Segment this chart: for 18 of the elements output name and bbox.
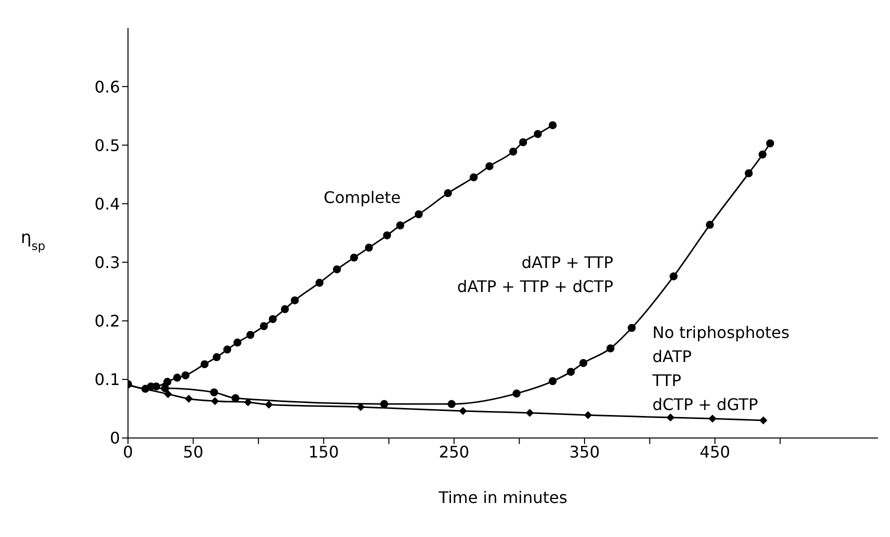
y-tick-label: 0.1 [94, 370, 120, 390]
y-axis-title: η$_{sp}$ [20, 228, 46, 253]
y-tick-label: 0 [110, 428, 120, 448]
y-tick-label: 0.6 [94, 77, 120, 96]
y-tick-label: 0.5 [94, 136, 120, 155]
x-tick-label: 0 [122, 442, 134, 462]
series-label: Complete [324, 187, 401, 210]
x-axis-title: Time in minutes [438, 488, 568, 507]
y-tick-label: 0.4 [94, 194, 120, 214]
x-tick-label: 250 [438, 442, 470, 462]
x-tick-label: 350 [569, 442, 600, 462]
y-tick-label: 0.3 [94, 252, 120, 272]
x-tick-label: 450 [700, 442, 730, 462]
series-label: No triphosphotes dATP TTP dCTP + dGTP [652, 322, 790, 416]
x-tick-label: 150 [308, 442, 339, 462]
x-tick-label: 50 [183, 442, 204, 462]
text: dATP + TTP dATP + TTP + dCTP [457, 252, 614, 298]
y-tick-label: 0.2 [94, 312, 120, 331]
